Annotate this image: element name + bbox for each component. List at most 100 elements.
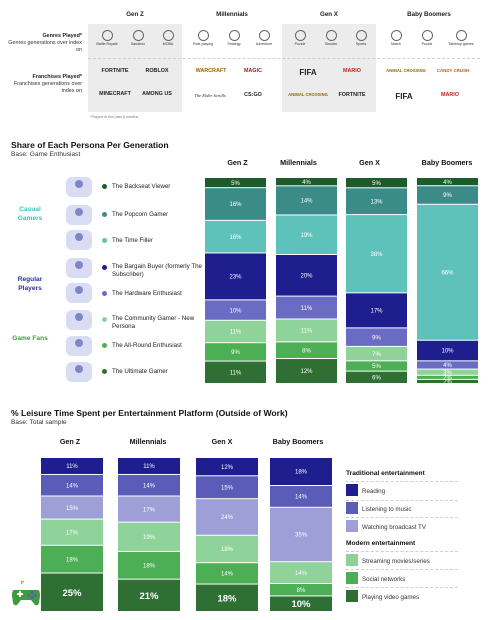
franchise-logo: FIFA [395,92,413,101]
franchises-row-subtitle: Franchises generations over index on [13,80,82,94]
top-gen-head: Gen X [320,11,338,18]
legend-item-social: Social networks [362,576,406,583]
legend-heading-traditional: Traditional entertainment [346,470,425,477]
genres-row-label: Genres Played* Genres generations over i… [4,33,82,53]
bar-value-label: 13% [370,199,383,205]
all-round-enthusiast-dot [102,343,107,348]
bar-value-label: 7% [372,352,381,358]
bar-segment [276,178,337,186]
bar-segment [270,584,332,596]
bar-segment [417,178,478,186]
bar-value-label: 24% [221,515,234,521]
legend-divider [346,481,458,482]
bar-value-label: 10% [441,349,454,355]
legend-item-streaming: Streaming movies/series [362,558,430,565]
bar-value-label: 18% [143,564,156,570]
bar-segment [118,551,180,579]
bar-segment [417,375,478,379]
popcorn-gamer-avatar [66,205,92,225]
role-playing-icon [197,30,209,41]
moba-icon [162,30,174,41]
legend-item-tv: Watching broadcast TV [362,524,426,531]
franchise-logo: The Elder Scrolls [194,93,226,98]
bar-segment [205,220,266,253]
bar-segment [346,188,407,215]
bar-segment [196,499,258,535]
bar-segment [205,188,266,220]
leisure-section-title: % Leisure Time Spent per Entertainment P… [11,408,288,418]
bar-value-label: 5% [231,181,240,187]
bar-value-label: 5% [372,364,381,370]
bar-segment [346,346,407,361]
persona-label: The Hardware Enthusiast [112,290,182,297]
bar-value-label: 17% [143,507,156,513]
puzzle-icon [421,30,433,41]
bar-value-label: 12% [221,465,234,471]
bar-segment [270,458,332,485]
bar-segment [196,563,258,584]
community-gamer-dot [102,317,107,322]
franchise-logo: FORTNITE [101,68,129,74]
bar-segment [196,458,258,476]
franchise-logo: ANIMAL CROSSING [288,92,328,97]
bar-segment [346,328,407,346]
bar-value-label: 2% [443,380,452,386]
tabletop-games-icon [455,30,467,41]
bar-value-label: 11% [301,329,313,335]
bar-segment [118,579,180,611]
bar-value-label: 10% [229,308,242,314]
time-filler-dot [102,238,107,243]
legend-divider [346,517,458,518]
top-gen-head: Gen Z [126,11,144,18]
bar-segment [270,596,332,611]
bar-segment [417,340,478,361]
bar-segment [270,486,332,507]
bar-segment [417,369,478,375]
bargain-buyer-dot [102,265,107,270]
bar-segment [346,215,407,293]
bar-value-label: 6% [372,376,381,382]
legend-item-reading: Reading [362,488,386,495]
sandbox-icon [132,30,144,41]
bar-value-label: 25% [62,588,82,599]
bar-value-label: 9% [231,350,240,356]
hardware-enthusiast-dot [102,291,107,296]
leisure-col-head: Gen X [211,437,233,446]
persona-col-head: Gen Z [227,158,248,167]
bar-segment [41,474,103,496]
persona-label: The All-Round Enthusiast [112,342,182,349]
bar-segment [205,361,266,383]
group-label-fans: Game Fans [12,335,48,342]
game-controller-icon [12,580,40,606]
ultimate-gamer-avatar [66,362,92,382]
genre-icon: MOBA [153,30,183,46]
legend-item-videogames: Playing video games [362,594,420,601]
bar-value-label: 8% [302,348,311,354]
bar-segment [346,178,407,188]
bar-value-label: 3% [443,370,452,376]
bar-segment [196,476,258,499]
bar-value-label: 10% [291,599,311,610]
bar-segment [417,204,478,340]
bar-segment [41,458,103,474]
legend-divider [346,587,458,588]
genres-row-title: Genres Played* [42,33,82,39]
strategy-icon [228,30,240,41]
franchise-logo: CS:GO [244,92,262,98]
bar-value-label: 4% [443,363,452,369]
bar-segment [346,371,407,383]
bar-value-label: 5% [372,181,381,187]
bar-segment [118,496,180,522]
top-divider [88,58,480,59]
bar-value-label: 11% [66,464,78,470]
persona-label: The Backseat Viewer [112,183,171,190]
bar-segment [276,319,337,342]
match-icon [390,30,402,41]
bar-value-label: 15% [221,485,234,491]
bar-segment [276,254,337,296]
genre-icon: Role-playing [188,30,218,46]
bar-segment [276,186,337,215]
genre-icon: Match [381,30,411,46]
persona-label: The Bargain Buyer (formerly The Subscrib… [112,263,202,278]
genre-icon: Battle Royale [92,30,122,46]
